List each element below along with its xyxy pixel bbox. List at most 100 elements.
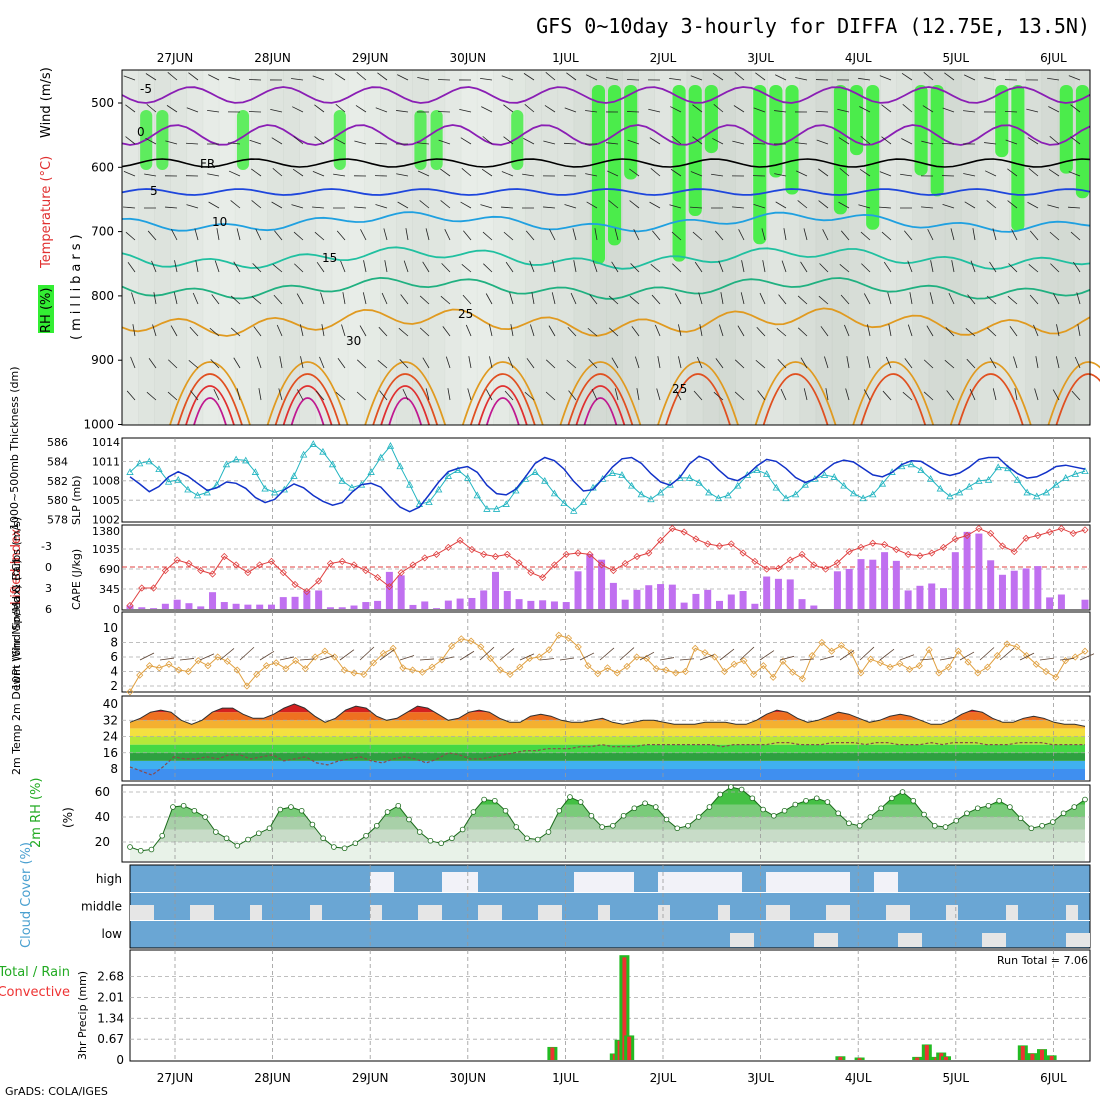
wind-barb bbox=[230, 295, 241, 305]
wind-barb bbox=[463, 230, 472, 241]
wind-barb bbox=[866, 356, 871, 369]
surface-wind-barb bbox=[439, 656, 455, 661]
wind-speed-marker bbox=[496, 666, 504, 674]
wind-barb bbox=[230, 327, 241, 337]
wind-barb bbox=[312, 206, 325, 209]
wind-barb bbox=[294, 263, 304, 273]
wind-barb bbox=[606, 142, 619, 145]
wind-barb bbox=[194, 228, 199, 241]
rh2m-marker bbox=[964, 810, 970, 817]
precip-convective-bar bbox=[838, 1056, 843, 1060]
wind-barb bbox=[879, 171, 892, 177]
thickness-marker bbox=[348, 483, 356, 491]
pressure-axis-title: (millibars) bbox=[69, 230, 84, 340]
rh-wet-patch bbox=[1075, 85, 1089, 199]
wind-barb bbox=[859, 106, 871, 113]
panel-cloud: high middle low Cloud Cover (%) bbox=[19, 842, 1091, 949]
wind-barb bbox=[901, 138, 913, 145]
wind-barb bbox=[820, 326, 829, 337]
rh-shade-column bbox=[267, 70, 284, 425]
cape-bar bbox=[150, 608, 158, 609]
lifted-index-marker bbox=[857, 543, 865, 551]
wind-barb bbox=[214, 260, 220, 273]
wind-barb bbox=[211, 294, 220, 305]
wind-barb bbox=[525, 230, 535, 241]
cape-bar bbox=[303, 590, 311, 609]
thickness-marker bbox=[299, 450, 308, 458]
lifted-index-marker bbox=[362, 566, 370, 575]
lifted-index-marker bbox=[1034, 531, 1042, 540]
thickness-marker bbox=[1062, 474, 1070, 481]
cloud-low-cell bbox=[1078, 933, 1090, 947]
wind-barb bbox=[879, 75, 892, 81]
rh-legend-swatch bbox=[38, 285, 54, 333]
rh2m-marker bbox=[867, 814, 874, 820]
wind-barb bbox=[340, 260, 346, 273]
cape-bar bbox=[374, 600, 382, 609]
lifted-index-marker bbox=[998, 542, 1007, 550]
wind-barb bbox=[278, 388, 283, 401]
lifted-index-marker bbox=[975, 524, 983, 533]
lifted-index-marker bbox=[326, 559, 334, 568]
precip-convective-bar bbox=[1049, 1055, 1054, 1060]
rh-shade-column bbox=[315, 70, 333, 425]
wind-barb bbox=[822, 229, 829, 241]
rh-wet-patch bbox=[833, 85, 847, 215]
top-date-label: 3JUL bbox=[747, 51, 774, 65]
wind-barb bbox=[362, 292, 367, 305]
wind-barb bbox=[171, 229, 178, 241]
thickness-marker bbox=[743, 471, 752, 478]
wind-barb bbox=[501, 206, 514, 209]
precip-total-label: Total / Rain bbox=[0, 965, 70, 980]
wind-barb bbox=[165, 140, 178, 145]
tick-label: 1035 bbox=[92, 543, 120, 556]
wind-barb bbox=[883, 261, 892, 273]
wind-barb bbox=[585, 110, 598, 113]
wind-barb bbox=[755, 72, 766, 81]
wind-barb bbox=[417, 142, 430, 145]
lifted-index-marker bbox=[197, 566, 205, 575]
surface-wind-barb bbox=[639, 651, 655, 661]
top-date-label: 29JUN bbox=[352, 51, 389, 65]
thickness-marker bbox=[550, 489, 559, 497]
lifted-index-marker bbox=[480, 550, 488, 558]
wind-barb bbox=[946, 390, 955, 401]
wind-barb bbox=[795, 142, 808, 145]
rh2m-marker bbox=[706, 804, 713, 810]
wind-barb bbox=[189, 326, 199, 337]
wind-barb bbox=[669, 204, 682, 209]
rh2m-marker bbox=[148, 846, 155, 853]
thickness-marker bbox=[155, 465, 163, 473]
wind-barb bbox=[321, 324, 325, 337]
wind-barb bbox=[963, 173, 976, 177]
temp-band bbox=[130, 736, 1085, 745]
wind-barb bbox=[381, 292, 388, 305]
wind-barb bbox=[293, 231, 304, 241]
lifted-index-marker bbox=[232, 561, 240, 569]
rh2m-marker bbox=[610, 822, 616, 829]
surface-wind-barb bbox=[659, 657, 675, 661]
wind-barb bbox=[921, 140, 934, 145]
wind-speed-marker bbox=[233, 666, 241, 674]
wind-barb bbox=[752, 142, 766, 145]
wind-barb bbox=[445, 356, 451, 369]
rh-shade-column bbox=[476, 70, 494, 425]
rh2m-marker bbox=[567, 794, 573, 800]
wind-barb bbox=[314, 104, 325, 113]
warm-dome-line bbox=[762, 373, 829, 426]
wind-barb bbox=[185, 142, 199, 145]
isotherm-line bbox=[121, 188, 1091, 196]
precip-convective-bar bbox=[627, 1036, 632, 1060]
warm-dome-line bbox=[169, 361, 251, 426]
wind-barb bbox=[1074, 356, 1081, 369]
wind-barb bbox=[634, 356, 640, 369]
thickness-marker bbox=[454, 466, 462, 474]
thickness-marker bbox=[724, 491, 732, 499]
wind-barb bbox=[844, 324, 850, 337]
wind-barb bbox=[334, 73, 346, 81]
wind-barb bbox=[1052, 389, 1060, 401]
warm-dome-line bbox=[388, 397, 423, 426]
lifted-index-marker bbox=[126, 601, 134, 610]
wind-barb bbox=[167, 72, 178, 81]
rh-shade-column bbox=[718, 70, 736, 425]
